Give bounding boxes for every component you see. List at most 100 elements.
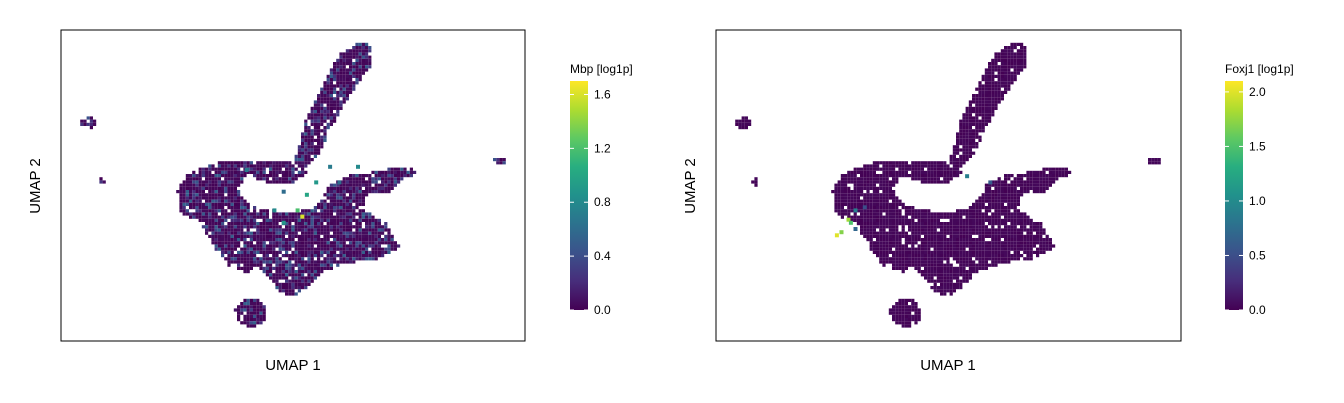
umap-cell <box>326 257 330 261</box>
umap-cell <box>336 260 340 264</box>
umap-cell <box>269 241 273 245</box>
umap-cell <box>946 170 950 174</box>
umap-cell <box>358 52 362 56</box>
umap-cell <box>1010 52 1014 56</box>
umap-cell <box>230 190 234 194</box>
umap-cell <box>208 199 212 203</box>
umap-cell <box>1010 257 1014 261</box>
umap-cell <box>872 174 876 178</box>
umap-cell <box>352 183 356 187</box>
umap-cell <box>984 106 988 110</box>
umap-cell <box>914 234 918 238</box>
umap-cell <box>1023 183 1027 187</box>
umap-cell <box>493 158 497 162</box>
umap-cell <box>301 282 305 286</box>
expression-hotspot <box>834 233 839 238</box>
umap-cell <box>949 289 953 293</box>
umap-cell <box>336 183 340 187</box>
umap-cell <box>227 215 231 219</box>
umap-cell <box>390 180 394 184</box>
umap-cell <box>914 164 918 168</box>
umap-cell <box>962 244 966 248</box>
umap-cell <box>361 174 365 178</box>
umap-cell <box>246 321 250 325</box>
umap-cell <box>844 199 848 203</box>
umap-cell <box>933 244 937 248</box>
umap-cell <box>994 190 998 194</box>
umap-cell <box>892 311 896 315</box>
umap-cell <box>1007 49 1011 53</box>
umap-cell <box>189 215 193 219</box>
umap-cell <box>1026 241 1030 245</box>
umap-cell <box>904 321 908 325</box>
umap-cell <box>1013 250 1017 254</box>
umap-cell <box>281 270 285 274</box>
umap-cell <box>377 225 381 229</box>
umap-cell <box>1013 74 1017 78</box>
umap-cell <box>214 170 218 174</box>
umap-cell <box>978 113 982 117</box>
umap-cell <box>259 321 263 325</box>
umap-cell <box>975 257 979 261</box>
umap-cell <box>352 250 356 254</box>
umap-cell <box>301 212 305 216</box>
umap-cell <box>895 231 899 235</box>
umap-cell <box>262 161 266 165</box>
umap-cell <box>1026 174 1030 178</box>
umap-cell <box>381 247 385 251</box>
umap-cell <box>201 170 205 174</box>
umap-cell <box>205 225 209 229</box>
umap-cell <box>888 215 892 219</box>
umap-cell <box>1000 247 1004 251</box>
umap-cell <box>949 279 953 283</box>
umap-cell <box>182 196 186 200</box>
umap-cell <box>904 314 908 318</box>
umap-cell <box>275 260 279 264</box>
umap-cell <box>946 247 950 251</box>
umap-cell <box>233 218 237 222</box>
umap-cell <box>863 177 867 181</box>
umap-cell <box>304 254 308 258</box>
umap-cell <box>885 206 889 210</box>
umap-cell <box>1010 49 1014 53</box>
umap-cell <box>355 199 359 203</box>
umap-cell <box>879 225 883 229</box>
umap-cell <box>246 311 250 315</box>
umap-cell <box>927 164 931 168</box>
umap-cell <box>307 234 311 238</box>
umap-cell <box>233 202 237 206</box>
umap-cell <box>349 209 353 213</box>
umap-cell <box>959 234 963 238</box>
umap-cell <box>904 215 908 219</box>
colorbar-tick-label: 1.0 <box>1249 194 1266 208</box>
umap-cell <box>869 193 873 197</box>
umap-cell <box>975 241 979 245</box>
umap-cell <box>952 167 956 171</box>
umap-cell <box>1000 228 1004 232</box>
umap-cell <box>904 174 908 178</box>
umap-cell <box>313 263 317 267</box>
umap-cell <box>214 222 218 226</box>
umap-cell <box>908 212 912 216</box>
y-axis-label: UMAP 2 <box>682 158 699 214</box>
umap-cell <box>940 286 944 290</box>
umap-cell <box>358 180 362 184</box>
umap-cell <box>352 234 356 238</box>
umap-cell <box>313 126 317 130</box>
umap-cell <box>365 49 369 53</box>
umap-cell <box>1042 241 1046 245</box>
umap-cell <box>237 308 241 312</box>
umap-cell <box>1010 215 1014 219</box>
umap-cell <box>1016 68 1020 72</box>
umap-cell <box>1026 254 1030 258</box>
umap-cell <box>275 222 279 226</box>
umap-cell <box>1013 254 1017 258</box>
umap-cell <box>1007 196 1011 200</box>
umap-cell <box>1007 190 1011 194</box>
umap-cell <box>345 183 349 187</box>
umap-cell <box>365 241 369 245</box>
umap-cell <box>1007 238 1011 242</box>
umap-cell <box>991 241 995 245</box>
umap-cell <box>994 55 998 59</box>
umap-cell <box>224 199 228 203</box>
